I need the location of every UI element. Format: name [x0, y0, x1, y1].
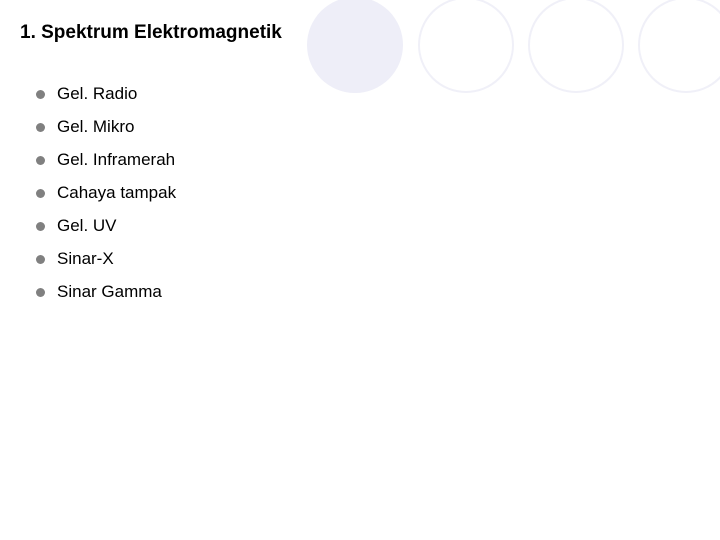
- bg-circle-1: [418, 0, 514, 93]
- bullet-icon: [36, 189, 45, 198]
- list-item: Gel. Inframerah: [36, 146, 176, 174]
- list-item-label: Gel. Radio: [57, 84, 137, 104]
- list-item-label: Gel. UV: [57, 216, 117, 236]
- bullet-icon: [36, 222, 45, 231]
- list-item: Cahaya tampak: [36, 179, 176, 207]
- list-item: Gel. Radio: [36, 80, 176, 108]
- bg-circle-3: [638, 0, 720, 93]
- bg-circle-2: [528, 0, 624, 93]
- list-item-label: Gel. Mikro: [57, 117, 134, 137]
- list-item-label: Sinar Gamma: [57, 282, 162, 302]
- list-item-label: Sinar-X: [57, 249, 114, 269]
- bullet-icon: [36, 255, 45, 264]
- list-item: Sinar Gamma: [36, 278, 176, 306]
- bullet-icon: [36, 90, 45, 99]
- list-item: Gel. UV: [36, 212, 176, 240]
- bg-circle-0: [307, 0, 403, 93]
- bullet-icon: [36, 156, 45, 165]
- page-title: 1. Spektrum Elektromagnetik: [20, 22, 282, 44]
- spectrum-list: Gel. Radio Gel. Mikro Gel. Inframerah Cahay…: [36, 80, 176, 311]
- bullet-icon: [36, 288, 45, 297]
- list-item: Gel. Mikro: [36, 113, 176, 141]
- bullet-icon: [36, 123, 45, 132]
- list-item-label: Cahaya tampak: [57, 183, 176, 203]
- list-item: Sinar-X: [36, 245, 176, 273]
- list-item-label: Gel. Inframerah: [57, 150, 175, 170]
